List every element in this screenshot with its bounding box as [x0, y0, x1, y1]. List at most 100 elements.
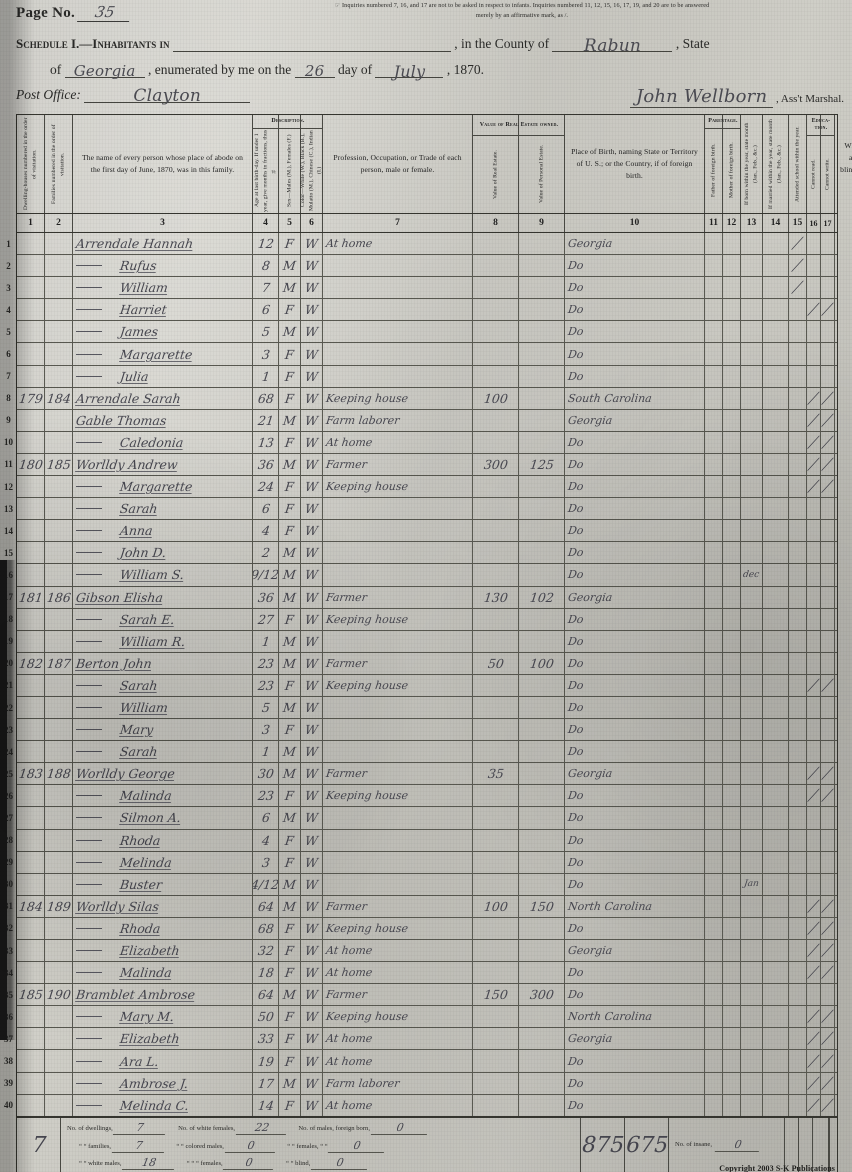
- ditto-dash: [76, 640, 102, 642]
- cell-c2: 189: [45, 895, 73, 917]
- cell-c8: [473, 431, 519, 453]
- cell-c10: Do: [565, 785, 705, 807]
- cell-c5: F: [279, 851, 301, 873]
- ditto-dash: [76, 1038, 102, 1040]
- table-row: 35185190Bramblet Ambrose64MWFarmer150300…: [4, 984, 837, 1007]
- cell-c17: ╱: [821, 409, 835, 431]
- cell-value-c2: 188: [45, 766, 72, 782]
- cell-value-c10: Do: [567, 966, 585, 980]
- cell-c7: [323, 299, 473, 321]
- cell-value-c17: ╱: [821, 1076, 834, 1090]
- cell-c18: [835, 785, 852, 806]
- header-cell-c14: If married within the year, state month …: [763, 115, 789, 213]
- cell-c9: [519, 719, 565, 741]
- cell-c2: [45, 917, 73, 939]
- table-row: 39 Ambrose J. 17 M W Farm laborer Do ╱ ╱: [4, 1072, 837, 1095]
- cell-c7: [323, 542, 473, 564]
- row-number: 2: [6, 260, 11, 271]
- label-colored-females: “ “ “ females,: [186, 1160, 223, 1168]
- cell-c5: F: [279, 387, 301, 409]
- cell-value-c6: W: [304, 589, 319, 605]
- cell-c3: Worlldy George: [73, 763, 253, 785]
- cell-c13: [741, 1028, 763, 1050]
- ditto-dash: [76, 552, 102, 554]
- cell-value-c10: Do: [567, 833, 585, 847]
- cell-c2: 184: [45, 387, 73, 409]
- cell-c16: [807, 696, 821, 719]
- cell-c10: Do: [565, 1094, 705, 1116]
- cell-c1: [17, 719, 45, 741]
- cell-c9: [519, 387, 565, 409]
- cell-value-c5: M: [282, 700, 297, 716]
- row-number: 38: [4, 1056, 13, 1067]
- cell-c18: [835, 741, 852, 762]
- cell-c6: W: [301, 520, 323, 542]
- cell-c14: [763, 917, 789, 939]
- cell-c5: M: [279, 984, 301, 1006]
- cell-value-c13: dec: [742, 569, 761, 580]
- cell-c4: 8: [253, 255, 279, 277]
- cell-c9: [519, 476, 565, 498]
- cell-value-c3: Anna: [119, 523, 154, 539]
- cell-c2: [45, 321, 73, 343]
- cell-value-c15: ╱: [791, 237, 804, 251]
- cell-value-c2: 186: [45, 589, 72, 605]
- row-number: 7: [6, 371, 11, 382]
- cell-c14: [763, 476, 789, 498]
- cell-c9: [519, 917, 565, 939]
- cell-c3: William R.: [73, 630, 253, 652]
- ditto-dash: [76, 751, 102, 753]
- cell-c13: [741, 608, 763, 630]
- cell-c2: [45, 962, 73, 984]
- cell-value-c5: F: [284, 965, 295, 981]
- cell-value-c16: ╱: [807, 1010, 820, 1024]
- cell-value-c5: M: [282, 280, 297, 296]
- cell-c16: [807, 652, 821, 674]
- label-white-males: “ “ white males,: [79, 1160, 122, 1168]
- cell-c1: [17, 564, 45, 586]
- cell-c6: W: [301, 674, 323, 696]
- cell-c16: [807, 277, 821, 299]
- cell-c4: 19: [253, 1050, 279, 1072]
- cell-c15: [789, 1094, 807, 1116]
- cell-c3: Sarah: [73, 674, 253, 696]
- cell-c6: W: [301, 321, 323, 343]
- table-row: 11 180 185 Worlldy Andrew 36 M W Farmer 300 125 Do…: [4, 453, 837, 477]
- cell-c10: Do: [565, 696, 705, 719]
- header-caption-c5: Sex—Males (M.), Females (F.): [286, 134, 293, 207]
- cell-c9: [519, 431, 565, 453]
- cell-c10: Do: [565, 498, 705, 520]
- cell-c6: W: [301, 1072, 323, 1094]
- cell-value-c5: M: [282, 545, 297, 561]
- column-number-c7: 7: [323, 214, 473, 232]
- cell-value-c6: W: [304, 655, 319, 671]
- column-number-c6: 6: [301, 214, 323, 232]
- cell-value-c10: Georgia: [567, 237, 614, 251]
- township-value: [172, 36, 451, 52]
- table-row: 6 Margarette 3 F W Do: [6, 343, 837, 366]
- cell-value-c10: Do: [567, 546, 585, 560]
- cell-value-c17: ╱: [821, 899, 834, 913]
- cell-c17: ╱: [821, 387, 835, 409]
- cell-c4: 7: [253, 277, 279, 299]
- cell-c4: 1: [253, 365, 279, 387]
- cell-value-c3: William R.: [119, 633, 187, 649]
- cell-value-c6: W: [304, 1031, 319, 1047]
- cell-value-c10: Do: [567, 502, 585, 516]
- cell-value-c4: 5: [260, 324, 271, 340]
- row-number: 4: [6, 304, 11, 315]
- cell-c6: W: [301, 630, 323, 652]
- cell-c11: [705, 851, 723, 873]
- cell-value-c10: Do: [567, 855, 585, 869]
- cell-c18: [835, 432, 852, 453]
- cell-c2: [45, 255, 73, 277]
- cell-value-c10: Do: [567, 1076, 585, 1090]
- cell-c4: 1: [253, 741, 279, 763]
- cell-c17: ╱: [821, 1072, 835, 1094]
- cell-c4: 18: [253, 962, 279, 984]
- cell-c5: F: [279, 1028, 301, 1050]
- cell-c16: [807, 829, 821, 851]
- cell-value-c4: 30: [256, 766, 275, 782]
